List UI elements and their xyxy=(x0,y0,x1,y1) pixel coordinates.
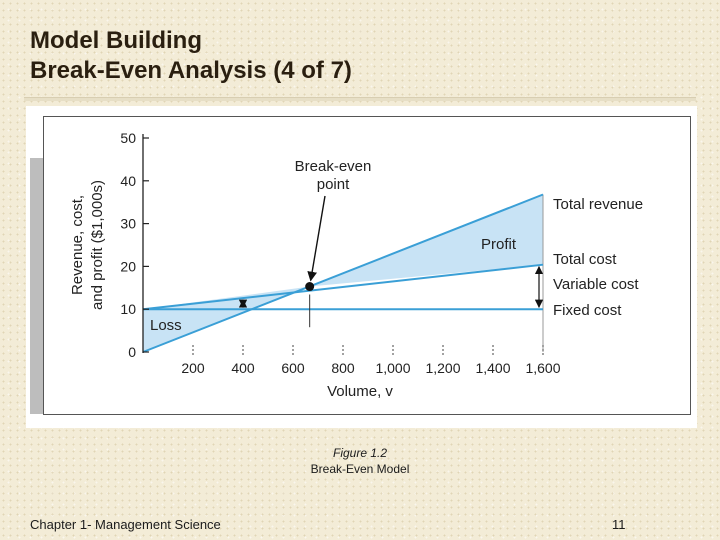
variable-cost-label: Variable cost xyxy=(553,276,639,293)
y-tick-label: 40 xyxy=(120,173,136,189)
break-even-point xyxy=(305,282,315,292)
break-even-label-line-1: Break-even xyxy=(295,158,372,175)
title-line-2: Break-Even Analysis (4 of 7) xyxy=(30,57,352,84)
total-revenue-label: Total revenue xyxy=(553,196,643,213)
x-tick-label: 1,000 xyxy=(375,360,410,376)
page-number: 11 xyxy=(612,517,626,532)
y-tick-label: 20 xyxy=(120,258,136,274)
slide-title: Model Building Break-Even Analysis (4 of… xyxy=(30,26,352,86)
loss-label: Loss xyxy=(150,317,182,334)
x-tick-label: 400 xyxy=(231,360,255,376)
profit-label: Profit xyxy=(481,236,517,253)
figure-caption: Break-Even Model xyxy=(310,462,410,476)
break-even-label-line-2: point xyxy=(317,176,350,193)
x-tick-label: 1,200 xyxy=(425,360,460,376)
x-tick-label: 600 xyxy=(281,360,305,376)
title-line-1: Model Building xyxy=(30,27,202,54)
fixed-cost-label: Fixed cost xyxy=(553,302,622,319)
break-even-arrow xyxy=(307,195,326,282)
x-tick-label: 200 xyxy=(181,360,205,376)
x-tick-label: 800 xyxy=(331,360,355,376)
figure-number: Figure 1.2 xyxy=(332,446,388,460)
series-line-total-cost xyxy=(142,263,544,311)
series-line-total-revenue xyxy=(142,193,544,353)
y-tick-label: 0 xyxy=(128,344,136,360)
x-tick-label: 1,600 xyxy=(525,360,560,376)
y-tick-label: 30 xyxy=(120,216,136,232)
y-axis-title-line-2: and profit ($1,000s) xyxy=(89,180,106,310)
footer-chapter: Chapter 1- Management Science xyxy=(30,517,221,532)
y-tick-label: 50 xyxy=(120,130,136,146)
title-divider xyxy=(24,97,696,101)
y-tick-label: 10 xyxy=(120,301,136,317)
x-tick-label: 1,400 xyxy=(475,360,510,376)
total-cost-label: Total cost xyxy=(553,251,617,268)
figure-shadow-left xyxy=(30,158,44,414)
y-axis-title-line-1: Revenue, cost, xyxy=(69,195,86,295)
x-axis-title: Volume, v xyxy=(327,383,393,400)
